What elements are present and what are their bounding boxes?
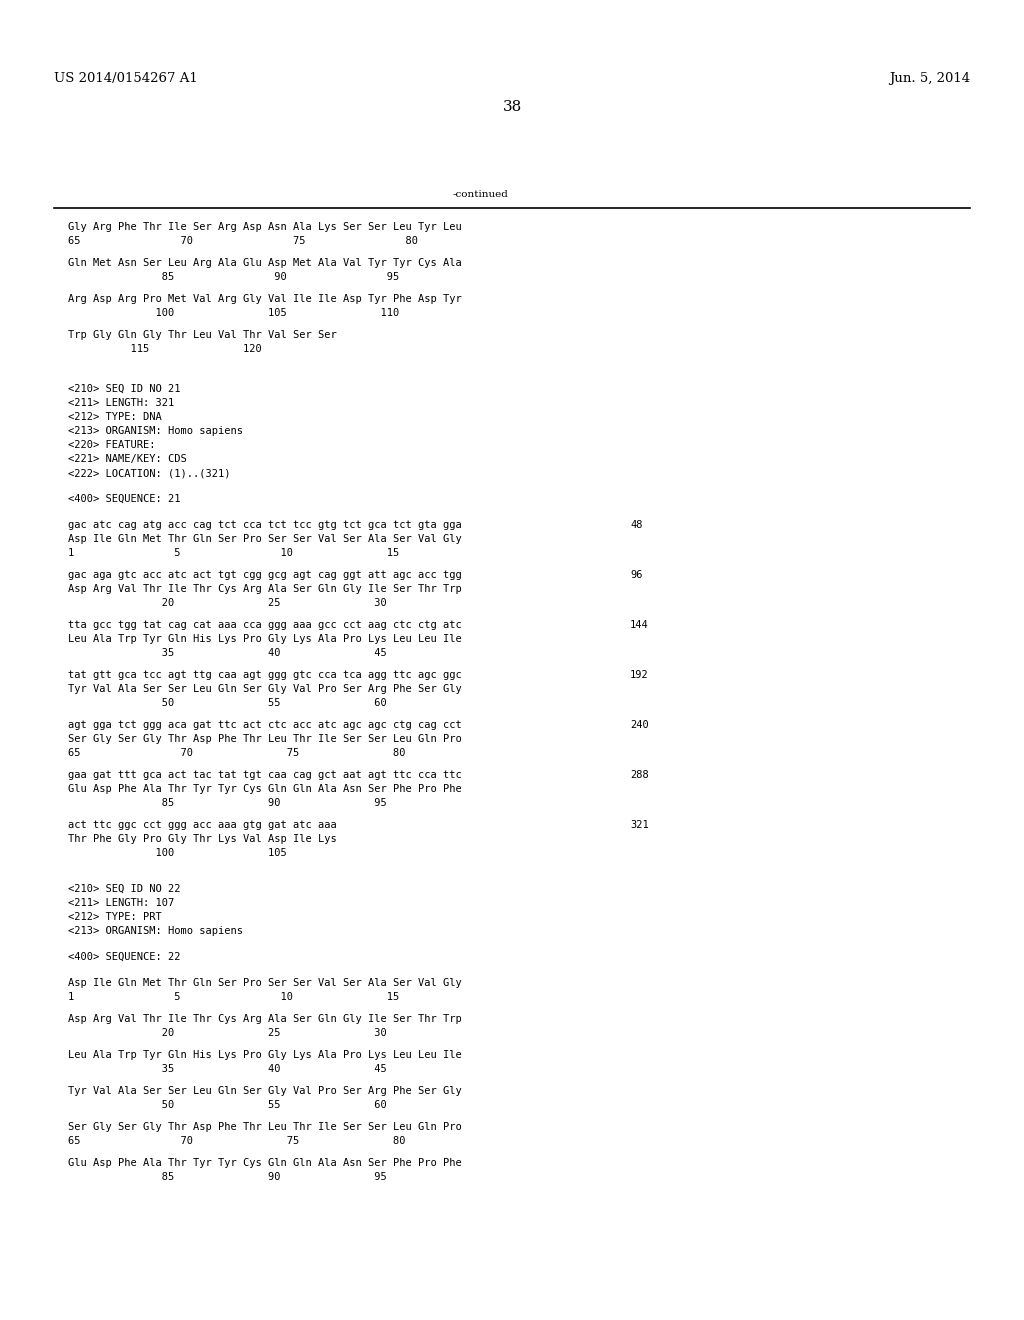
- Text: -continued: -continued: [452, 190, 508, 199]
- Text: 50               55               60: 50 55 60: [68, 1100, 387, 1110]
- Text: Asp Ile Gln Met Thr Gln Ser Pro Ser Ser Val Ser Ala Ser Val Gly: Asp Ile Gln Met Thr Gln Ser Pro Ser Ser …: [68, 535, 462, 544]
- Text: US 2014/0154267 A1: US 2014/0154267 A1: [54, 73, 198, 84]
- Text: <213> ORGANISM: Homo sapiens: <213> ORGANISM: Homo sapiens: [68, 927, 243, 936]
- Text: 96: 96: [630, 570, 642, 579]
- Text: 192: 192: [630, 671, 649, 680]
- Text: gac aga gtc acc atc act tgt cgg gcg agt cag ggt att agc acc tgg: gac aga gtc acc atc act tgt cgg gcg agt …: [68, 570, 462, 579]
- Text: <210> SEQ ID NO 22: <210> SEQ ID NO 22: [68, 884, 180, 894]
- Text: 85                90                95: 85 90 95: [68, 272, 399, 282]
- Text: 115               120: 115 120: [68, 345, 262, 354]
- Text: Leu Ala Trp Tyr Gln His Lys Pro Gly Lys Ala Pro Lys Leu Leu Ile: Leu Ala Trp Tyr Gln His Lys Pro Gly Lys …: [68, 634, 462, 644]
- Text: tat gtt gca tcc agt ttg caa agt ggg gtc cca tca agg ttc agc ggc: tat gtt gca tcc agt ttg caa agt ggg gtc …: [68, 671, 462, 680]
- Text: Ser Gly Ser Gly Thr Asp Phe Thr Leu Thr Ile Ser Ser Leu Gln Pro: Ser Gly Ser Gly Thr Asp Phe Thr Leu Thr …: [68, 1122, 462, 1133]
- Text: 35               40               45: 35 40 45: [68, 1064, 387, 1074]
- Text: Jun. 5, 2014: Jun. 5, 2014: [889, 73, 970, 84]
- Text: <211> LENGTH: 107: <211> LENGTH: 107: [68, 898, 174, 908]
- Text: Asp Ile Gln Met Thr Gln Ser Pro Ser Ser Val Ser Ala Ser Val Gly: Asp Ile Gln Met Thr Gln Ser Pro Ser Ser …: [68, 978, 462, 987]
- Text: Ser Gly Ser Gly Thr Asp Phe Thr Leu Thr Ile Ser Ser Leu Gln Pro: Ser Gly Ser Gly Thr Asp Phe Thr Leu Thr …: [68, 734, 462, 744]
- Text: 50               55               60: 50 55 60: [68, 698, 387, 708]
- Text: 85               90               95: 85 90 95: [68, 1172, 387, 1181]
- Text: 1                5                10               15: 1 5 10 15: [68, 548, 399, 558]
- Text: <212> TYPE: DNA: <212> TYPE: DNA: [68, 412, 162, 422]
- Text: <213> ORGANISM: Homo sapiens: <213> ORGANISM: Homo sapiens: [68, 426, 243, 436]
- Text: 48: 48: [630, 520, 642, 531]
- Text: Tyr Val Ala Ser Ser Leu Gln Ser Gly Val Pro Ser Arg Phe Ser Gly: Tyr Val Ala Ser Ser Leu Gln Ser Gly Val …: [68, 1086, 462, 1096]
- Text: 65                70               75               80: 65 70 75 80: [68, 748, 406, 758]
- Text: 65                70                75                80: 65 70 75 80: [68, 236, 418, 246]
- Text: <222> LOCATION: (1)..(321): <222> LOCATION: (1)..(321): [68, 469, 230, 478]
- Text: <210> SEQ ID NO 21: <210> SEQ ID NO 21: [68, 384, 180, 393]
- Text: <400> SEQUENCE: 22: <400> SEQUENCE: 22: [68, 952, 180, 962]
- Text: Glu Asp Phe Ala Thr Tyr Tyr Cys Gln Gln Ala Asn Ser Phe Pro Phe: Glu Asp Phe Ala Thr Tyr Tyr Cys Gln Gln …: [68, 1158, 462, 1168]
- Text: Gly Arg Phe Thr Ile Ser Arg Asp Asn Ala Lys Ser Ser Leu Tyr Leu: Gly Arg Phe Thr Ile Ser Arg Asp Asn Ala …: [68, 222, 462, 232]
- Text: gaa gat ttt gca act tac tat tgt caa cag gct aat agt ttc cca ttc: gaa gat ttt gca act tac tat tgt caa cag …: [68, 770, 462, 780]
- Text: 321: 321: [630, 820, 649, 830]
- Text: 240: 240: [630, 719, 649, 730]
- Text: 20               25               30: 20 25 30: [68, 598, 387, 609]
- Text: Arg Asp Arg Pro Met Val Arg Gly Val Ile Ile Asp Tyr Phe Asp Tyr: Arg Asp Arg Pro Met Val Arg Gly Val Ile …: [68, 294, 462, 304]
- Text: <400> SEQUENCE: 21: <400> SEQUENCE: 21: [68, 494, 180, 504]
- Text: Tyr Val Ala Ser Ser Leu Gln Ser Gly Val Pro Ser Arg Phe Ser Gly: Tyr Val Ala Ser Ser Leu Gln Ser Gly Val …: [68, 684, 462, 694]
- Text: 144: 144: [630, 620, 649, 630]
- Text: gac atc cag atg acc cag tct cca tct tcc gtg tct gca tct gta gga: gac atc cag atg acc cag tct cca tct tcc …: [68, 520, 462, 531]
- Text: <221> NAME/KEY: CDS: <221> NAME/KEY: CDS: [68, 454, 186, 465]
- Text: 100               105: 100 105: [68, 847, 287, 858]
- Text: Glu Asp Phe Ala Thr Tyr Tyr Cys Gln Gln Ala Asn Ser Phe Pro Phe: Glu Asp Phe Ala Thr Tyr Tyr Cys Gln Gln …: [68, 784, 462, 795]
- Text: 85               90               95: 85 90 95: [68, 799, 387, 808]
- Text: <220> FEATURE:: <220> FEATURE:: [68, 440, 156, 450]
- Text: 20               25               30: 20 25 30: [68, 1028, 387, 1038]
- Text: act ttc ggc cct ggg acc aaa gtg gat atc aaa: act ttc ggc cct ggg acc aaa gtg gat atc …: [68, 820, 337, 830]
- Text: Leu Ala Trp Tyr Gln His Lys Pro Gly Lys Ala Pro Lys Leu Leu Ile: Leu Ala Trp Tyr Gln His Lys Pro Gly Lys …: [68, 1049, 462, 1060]
- Text: 35               40               45: 35 40 45: [68, 648, 387, 657]
- Text: 1                5                10               15: 1 5 10 15: [68, 993, 399, 1002]
- Text: 38: 38: [503, 100, 521, 114]
- Text: 100               105               110: 100 105 110: [68, 308, 399, 318]
- Text: 65                70               75               80: 65 70 75 80: [68, 1137, 406, 1146]
- Text: Thr Phe Gly Pro Gly Thr Lys Val Asp Ile Lys: Thr Phe Gly Pro Gly Thr Lys Val Asp Ile …: [68, 834, 337, 843]
- Text: Gln Met Asn Ser Leu Arg Ala Glu Asp Met Ala Val Tyr Tyr Cys Ala: Gln Met Asn Ser Leu Arg Ala Glu Asp Met …: [68, 257, 462, 268]
- Text: agt gga tct ggg aca gat ttc act ctc acc atc agc agc ctg cag cct: agt gga tct ggg aca gat ttc act ctc acc …: [68, 719, 462, 730]
- Text: Asp Arg Val Thr Ile Thr Cys Arg Ala Ser Gln Gly Ile Ser Thr Trp: Asp Arg Val Thr Ile Thr Cys Arg Ala Ser …: [68, 1014, 462, 1024]
- Text: tta gcc tgg tat cag cat aaa cca ggg aaa gcc cct aag ctc ctg atc: tta gcc tgg tat cag cat aaa cca ggg aaa …: [68, 620, 462, 630]
- Text: Trp Gly Gln Gly Thr Leu Val Thr Val Ser Ser: Trp Gly Gln Gly Thr Leu Val Thr Val Ser …: [68, 330, 337, 341]
- Text: Asp Arg Val Thr Ile Thr Cys Arg Ala Ser Gln Gly Ile Ser Thr Trp: Asp Arg Val Thr Ile Thr Cys Arg Ala Ser …: [68, 583, 462, 594]
- Text: <211> LENGTH: 321: <211> LENGTH: 321: [68, 399, 174, 408]
- Text: 288: 288: [630, 770, 649, 780]
- Text: <212> TYPE: PRT: <212> TYPE: PRT: [68, 912, 162, 921]
